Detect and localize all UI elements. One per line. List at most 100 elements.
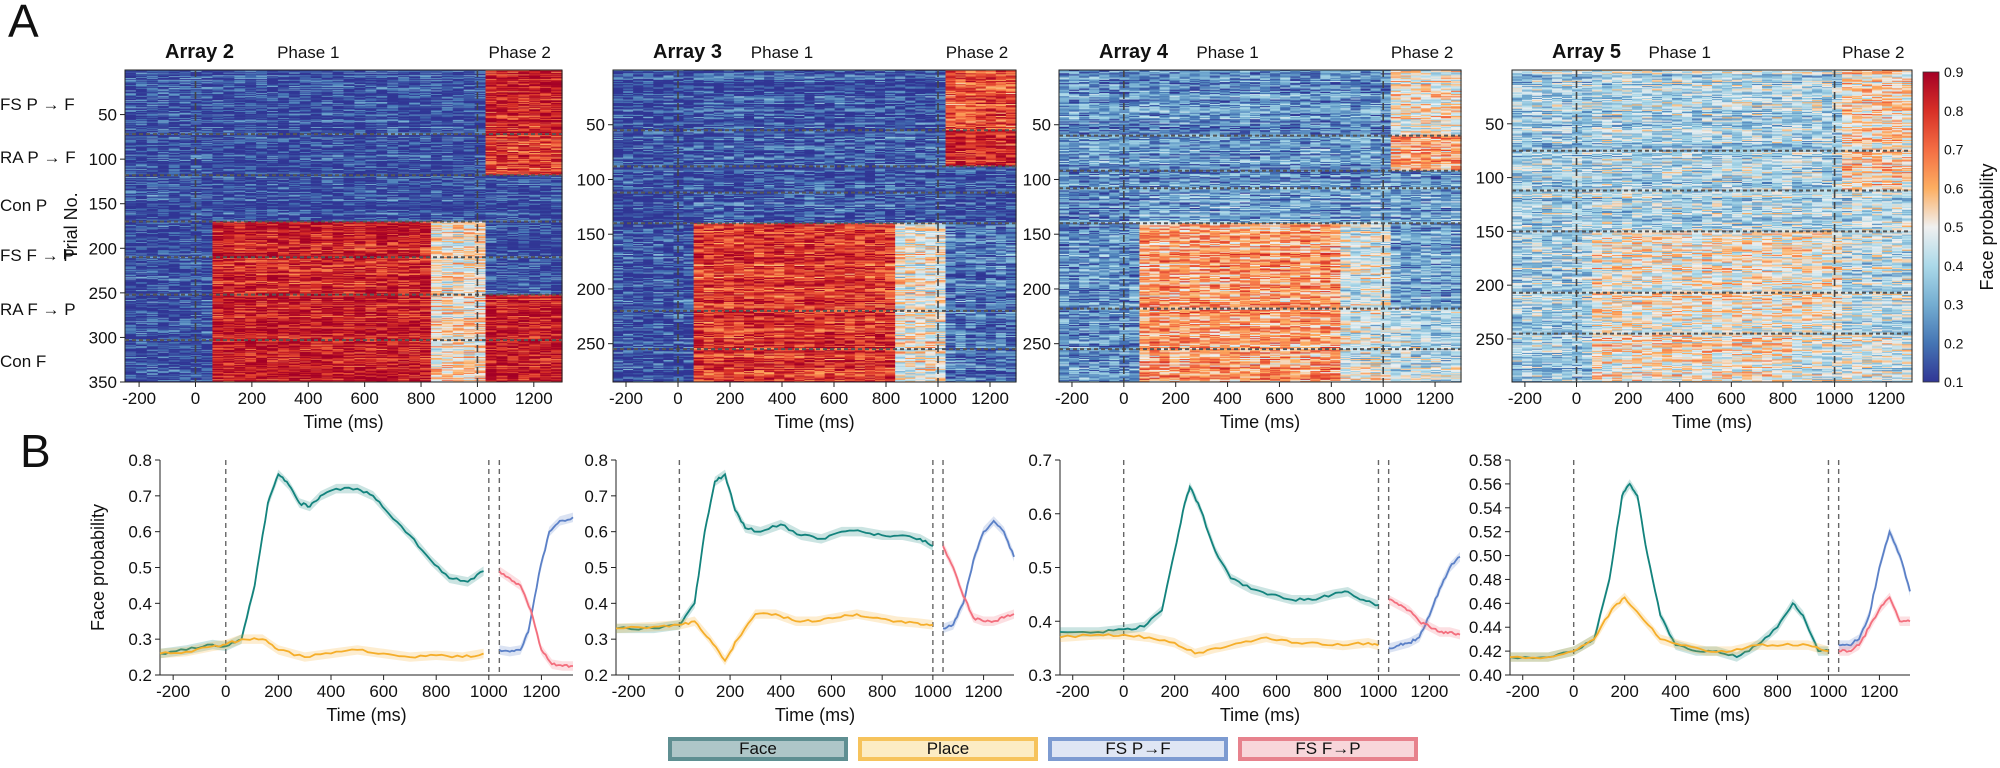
legend-item: FS F→P — [1238, 737, 1418, 761]
x-tick-label: 600 — [1262, 682, 1290, 701]
x-tick-label: 1200 — [1861, 682, 1899, 701]
y-tick-label: 0.44 — [1469, 618, 1502, 637]
y-tick-label: 0.5 — [1028, 559, 1052, 578]
heatmap-title: Array 4 — [1099, 41, 1169, 63]
y-tick-label: 0.40 — [1469, 666, 1502, 685]
x-tick-label: 600 — [369, 682, 397, 701]
x-tick-label: 0 — [1119, 682, 1128, 701]
x-tick-label: 1000 — [1816, 389, 1854, 408]
x-axis-label: Time (ms) — [1672, 412, 1752, 432]
legend-item: FS P→F — [1048, 737, 1228, 761]
y-tick-label: 100 — [1476, 169, 1504, 188]
x-axis-label: Time (ms) — [303, 412, 383, 432]
x-tick-label: 0 — [221, 682, 230, 701]
x-tick-label: 600 — [1265, 389, 1293, 408]
heatmap-title: Array 5 — [1552, 41, 1621, 63]
x-tick-label: 400 — [294, 389, 322, 408]
series-band-place — [616, 609, 933, 665]
x-tick-label: 800 — [868, 682, 896, 701]
y-tick-label: 250 — [577, 335, 605, 354]
phase1-label: Phase 1 — [1649, 43, 1711, 62]
x-tick-label: 600 — [350, 389, 378, 408]
series-line-face — [1060, 487, 1379, 633]
x-tick-label: 0 — [1119, 389, 1128, 408]
y-tick-label: 50 — [586, 116, 605, 135]
series-line-face — [160, 474, 484, 654]
x-tick-label: 1000 — [470, 682, 508, 701]
x-tick-label: 800 — [422, 682, 450, 701]
y-tick-label: 0.7 — [128, 487, 152, 506]
x-tick-label: -200 — [1055, 389, 1089, 408]
y-tick-label: 0.4 — [584, 594, 608, 613]
y-tick-label: 200 — [1023, 280, 1051, 299]
x-tick-label: -200 — [156, 682, 190, 701]
y-tick-label: 150 — [89, 195, 117, 214]
y-tick-label: 150 — [1476, 222, 1504, 241]
legend: Face Place FS P→F FS F→P — [668, 737, 1418, 761]
x-tick-label: -200 — [609, 389, 643, 408]
y-tick-label: 0.5 — [584, 559, 608, 578]
y-tick-label: 50 — [98, 106, 117, 125]
x-tick-label: 800 — [1313, 682, 1341, 701]
y-tick-label: 0.3 — [1028, 666, 1052, 685]
y-axis-label: Trial No. — [61, 192, 81, 259]
series-band-place — [160, 634, 484, 661]
x-tick-label: -200 — [1056, 682, 1090, 701]
x-tick-label: 200 — [264, 682, 292, 701]
x-tick-label: 600 — [1712, 682, 1740, 701]
x-tick-label: 1200 — [965, 682, 1003, 701]
x-tick-label: 0 — [1569, 682, 1578, 701]
y-tick-label: 50 — [1485, 115, 1504, 134]
y-tick-label: 0.50 — [1469, 547, 1502, 566]
colorbar-tick-label: 0.6 — [1944, 180, 1964, 196]
y-tick-label: 50 — [1032, 116, 1051, 135]
x-tick-label: 1200 — [971, 389, 1009, 408]
colorbar-tick-label: 0.5 — [1944, 219, 1964, 235]
x-tick-label: 0 — [675, 682, 684, 701]
x-tick-label: 400 — [1661, 682, 1689, 701]
heatmap-panel-4: Array 4 Phase 1 Phase 2-200 0 200 400 600 800 10… — [1023, 41, 1462, 432]
x-axis-label: Time (ms) — [775, 705, 855, 725]
x-axis-label: Time (ms) — [774, 412, 854, 432]
y-tick-label: 0.6 — [584, 523, 608, 542]
x-axis-label: Time (ms) — [1220, 705, 1300, 725]
y-tick-label: 0.48 — [1469, 570, 1502, 589]
colorbar-tick-label: 0.1 — [1944, 374, 1964, 390]
colorbar-tick-label: 0.7 — [1944, 142, 1964, 158]
x-tick-label: 400 — [317, 682, 345, 701]
colorbar-tick-label: 0.4 — [1944, 258, 1964, 274]
x-tick-label: -200 — [1508, 389, 1542, 408]
y-tick-label: 0.8 — [128, 451, 152, 470]
phase1-label: Phase 1 — [1196, 43, 1258, 62]
y-tick-label: 200 — [1476, 276, 1504, 295]
y-tick-label: 0.4 — [1028, 612, 1052, 631]
series-line-face — [616, 474, 933, 629]
x-tick-label: 1200 — [1867, 389, 1905, 408]
y-tick-label: 300 — [89, 328, 117, 347]
y-tick-label: 0.3 — [128, 630, 152, 649]
colorbar-tick-label: 0.9 — [1944, 64, 1964, 80]
x-tick-label: -200 — [122, 389, 156, 408]
x-tick-label: 1200 — [523, 682, 561, 701]
y-tick-label: 250 — [1023, 335, 1051, 354]
colorbar-label: Face probability — [1977, 163, 1997, 290]
x-tick-label: 1200 — [1416, 389, 1454, 408]
y-tick-label: 0.52 — [1469, 523, 1502, 542]
y-tick-label: 100 — [1023, 170, 1051, 189]
x-tick-label: 400 — [767, 682, 795, 701]
y-tick-label: 0.58 — [1469, 451, 1502, 470]
y-tick-label: 0.46 — [1469, 594, 1502, 613]
heatmap-panel-3: Array 3 Phase 1 Phase 2-200 0 200 400 600 800 10… — [577, 41, 1017, 432]
x-tick-label: 200 — [238, 389, 266, 408]
x-tick-label: 200 — [1160, 682, 1188, 701]
x-tick-label: 800 — [1769, 389, 1797, 408]
x-tick-label: 400 — [1666, 389, 1694, 408]
y-tick-label: 250 — [89, 284, 117, 303]
phase2-label: Phase 2 — [1391, 43, 1453, 62]
phase2-label: Phase 2 — [946, 43, 1008, 62]
series-band-face — [616, 470, 933, 633]
colorbar-tick-label: 0.8 — [1944, 103, 1964, 119]
y-tick-label: 0.2 — [128, 666, 152, 685]
